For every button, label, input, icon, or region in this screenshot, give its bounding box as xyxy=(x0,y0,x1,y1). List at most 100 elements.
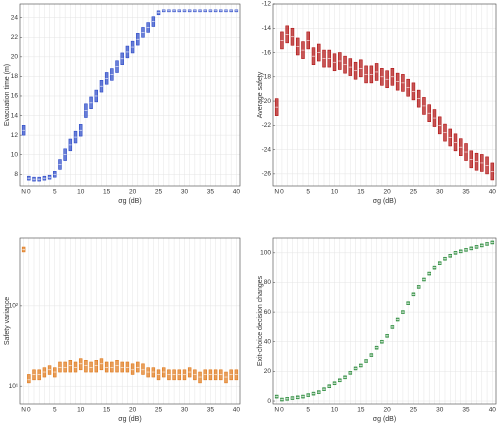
box xyxy=(84,360,88,373)
x-tick-label: 25 xyxy=(410,189,418,196)
y-tick-label: 10² xyxy=(9,303,19,310)
x-tick-label: 0 xyxy=(280,189,284,196)
x-tick-label: 5 xyxy=(53,189,57,196)
box xyxy=(37,369,41,381)
box xyxy=(53,367,57,378)
box xyxy=(136,361,140,373)
box xyxy=(167,369,171,381)
y-tick-label: -12 xyxy=(262,1,272,8)
plot-area xyxy=(20,238,240,404)
box xyxy=(115,360,119,373)
y-tick-label: 40 xyxy=(264,338,272,345)
axes-frame xyxy=(19,237,241,405)
box xyxy=(234,369,239,381)
x-tick-label: 0 xyxy=(27,189,31,196)
x-tick-label: 30 xyxy=(436,189,444,196)
box xyxy=(63,361,67,373)
box xyxy=(182,369,187,381)
x-tick-label: 20 xyxy=(129,189,137,196)
x-tick-label: 25 xyxy=(410,407,418,414)
y-tick-label: 0 xyxy=(267,398,271,405)
plot-area xyxy=(273,4,496,186)
x-tick-label: N xyxy=(274,407,279,414)
box xyxy=(208,369,213,381)
axes-frame xyxy=(19,3,241,187)
y-axis-label: Evacuation time (m) xyxy=(4,64,11,126)
box xyxy=(172,369,176,381)
axes-frame xyxy=(272,237,497,405)
y-tick-label: 20 xyxy=(11,54,19,61)
y-tick-label: 14 xyxy=(11,112,19,119)
y-tick-label: 80 xyxy=(264,279,272,286)
x-tick-label: 35 xyxy=(462,407,470,414)
x-tick-label: 10 xyxy=(331,189,339,196)
box xyxy=(73,361,78,373)
box xyxy=(156,369,161,381)
y-tick-label: 60 xyxy=(264,309,272,316)
box xyxy=(161,367,166,378)
box xyxy=(110,361,114,373)
box xyxy=(146,367,150,378)
x-tick-label: 25 xyxy=(155,189,163,196)
box xyxy=(89,361,93,373)
box xyxy=(224,371,228,384)
box xyxy=(125,361,130,373)
box xyxy=(219,369,223,381)
x-tick-label: 40 xyxy=(233,189,241,196)
y-axis-label: Average safety xyxy=(257,71,264,118)
box xyxy=(94,360,99,373)
box xyxy=(120,361,124,373)
x-axis-label: σg (dB) xyxy=(373,416,396,423)
y-tick-label: 100 xyxy=(260,250,271,257)
x-tick-label: 15 xyxy=(103,189,111,196)
box xyxy=(130,363,135,375)
y-tick-label: -22 xyxy=(262,122,272,129)
box xyxy=(203,369,207,381)
y-tick-label: 22 xyxy=(11,34,19,41)
box xyxy=(27,374,31,384)
x-tick-label: 5 xyxy=(306,407,310,414)
plot-area xyxy=(20,4,240,186)
x-tick-label: 30 xyxy=(181,407,189,414)
x-tick-label: 35 xyxy=(462,189,470,196)
x-tick-label: 30 xyxy=(436,407,444,414)
box xyxy=(32,369,36,381)
x-tick-label: 15 xyxy=(357,189,365,196)
box xyxy=(151,367,156,378)
x-tick-label: 15 xyxy=(357,407,365,414)
y-tick-label: -26 xyxy=(262,171,272,178)
x-tick-label: 30 xyxy=(181,189,189,196)
x-axis-label: σg (dB) xyxy=(118,416,141,423)
y-tick-label: 24 xyxy=(11,14,19,21)
x-tick-label: 0 xyxy=(27,407,31,414)
x-axis-label: σg (dB) xyxy=(118,198,141,205)
box xyxy=(141,363,145,375)
x-tick-label: 20 xyxy=(384,189,392,196)
box xyxy=(187,367,192,378)
box xyxy=(99,358,104,371)
x-tick-label: 10 xyxy=(77,407,85,414)
box xyxy=(177,369,182,381)
x-tick-label: N xyxy=(21,189,26,196)
x-tick-label: 10 xyxy=(331,407,339,414)
x-tick-label: 40 xyxy=(233,407,241,414)
y-axis-label: Exit-choice decision changes xyxy=(257,275,264,366)
box xyxy=(104,361,109,373)
y-tick-label: -20 xyxy=(262,98,272,105)
y-tick-label: -14 xyxy=(262,25,272,32)
x-tick-label: 10 xyxy=(77,189,85,196)
x-tick-label: 35 xyxy=(207,189,215,196)
box xyxy=(78,358,83,371)
y-tick-label: 12 xyxy=(11,132,19,139)
y-tick-label: 20 xyxy=(264,368,272,375)
box xyxy=(68,360,73,373)
x-tick-label: N xyxy=(21,407,26,414)
x-tick-label: 25 xyxy=(155,407,163,414)
box xyxy=(229,369,233,381)
y-tick-label: -16 xyxy=(262,49,272,56)
x-tick-label: 40 xyxy=(489,189,497,196)
y-tick-label: 16 xyxy=(11,93,19,100)
box xyxy=(42,367,47,378)
x-tick-label: 15 xyxy=(103,407,111,414)
